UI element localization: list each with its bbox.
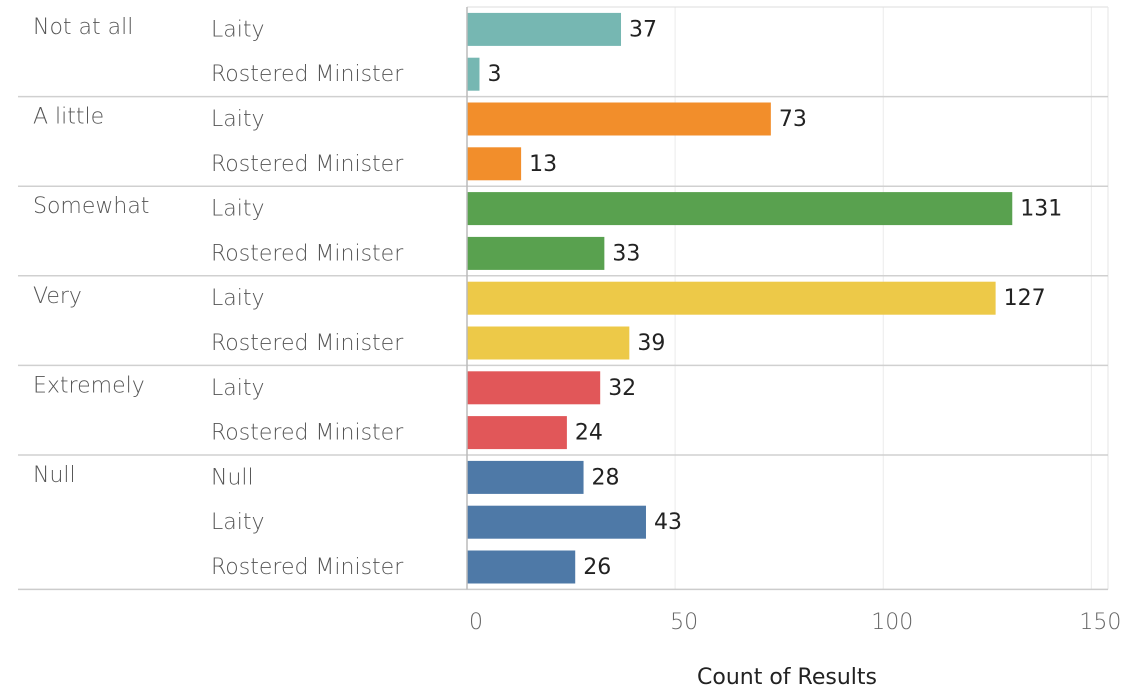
- value-label: 43: [654, 510, 682, 535]
- value-label: 32: [608, 376, 636, 401]
- value-label: 13: [529, 152, 557, 177]
- bar: [467, 147, 522, 181]
- group-label: Somewhat: [33, 194, 149, 219]
- bar: [467, 326, 630, 360]
- x-tick-label: 100: [871, 610, 913, 635]
- x-tick-label: 150: [1079, 610, 1121, 635]
- bar: [467, 371, 601, 405]
- value-label: 28: [592, 465, 620, 490]
- group-label: Null: [33, 463, 76, 488]
- value-label: 127: [1004, 286, 1046, 311]
- bar: [467, 236, 605, 270]
- bar: [467, 12, 622, 46]
- category-label: Rostered Minister: [211, 421, 404, 446]
- bar: [467, 192, 1013, 226]
- category-label: Null: [211, 465, 254, 490]
- category-label: Laity: [211, 107, 265, 132]
- bar: [467, 281, 996, 315]
- group-label: Not at all: [33, 15, 133, 40]
- bar: [467, 102, 771, 136]
- bar: [467, 460, 584, 494]
- category-label: Laity: [211, 376, 265, 401]
- bar: [467, 57, 480, 91]
- value-label: 73: [779, 107, 807, 132]
- group-label: A little: [33, 105, 104, 130]
- bar: [467, 550, 576, 584]
- bar: [467, 416, 567, 450]
- value-label: 26: [583, 555, 611, 580]
- x-tick-label: 50: [670, 610, 698, 635]
- category-label: Laity: [211, 286, 265, 311]
- value-label: 24: [575, 421, 603, 446]
- value-label: 131: [1020, 197, 1062, 222]
- group-label: Very: [33, 284, 82, 309]
- category-label: Rostered Minister: [211, 555, 404, 580]
- category-label: Rostered Minister: [211, 62, 404, 87]
- category-label: Laity: [211, 510, 265, 535]
- category-label: Rostered Minister: [211, 241, 404, 266]
- value-label: 39: [637, 331, 665, 356]
- x-axis-title: Count of Results: [697, 665, 877, 690]
- category-label: Laity: [211, 197, 265, 222]
- x-tick-label: 0: [469, 610, 483, 635]
- category-label: Rostered Minister: [211, 152, 404, 177]
- value-label: 37: [629, 17, 657, 42]
- bar: [467, 505, 646, 539]
- category-label: Laity: [211, 17, 265, 42]
- value-label: 3: [487, 62, 501, 87]
- value-label: 33: [612, 241, 640, 266]
- group-label: Extremely: [33, 373, 145, 398]
- category-label: Rostered Minister: [211, 331, 404, 356]
